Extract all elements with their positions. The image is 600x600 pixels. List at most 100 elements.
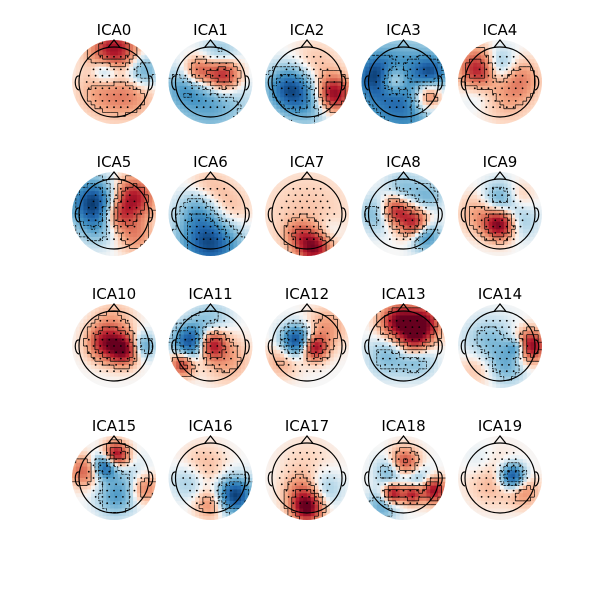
sensor-markers xyxy=(471,319,529,373)
head-outline xyxy=(78,310,150,382)
topomap-ica2: ICA2 xyxy=(265,21,349,124)
head-outline xyxy=(78,178,150,250)
nose-marker xyxy=(204,435,217,444)
sensor-markers xyxy=(85,55,143,109)
sensor-markers xyxy=(182,187,239,241)
head-outline xyxy=(174,442,247,514)
left-ear xyxy=(74,339,80,355)
nose-marker xyxy=(397,171,410,180)
right-ear xyxy=(534,339,540,355)
component-title: ICA18 xyxy=(381,417,425,435)
component-title: ICA2 xyxy=(290,21,325,39)
right-ear xyxy=(534,471,540,487)
nose-marker xyxy=(107,303,121,312)
nose-marker xyxy=(397,435,410,444)
right-ear xyxy=(148,207,154,223)
left-ear xyxy=(171,207,176,223)
left-ear xyxy=(267,471,273,487)
topomap-ica7: ICA7 xyxy=(265,153,349,256)
right-ear xyxy=(245,471,250,487)
component-title: ICA6 xyxy=(193,153,228,171)
topomap-ica8: ICA8 xyxy=(361,153,446,256)
topomap-ica12: ICA12 xyxy=(265,285,349,388)
topomap-ica9: ICA9 xyxy=(458,153,542,256)
sensor-markers xyxy=(85,187,143,241)
sensor-markers xyxy=(182,55,239,109)
sensor-markers xyxy=(278,319,336,373)
sensor-markers xyxy=(182,319,239,373)
left-ear xyxy=(171,339,176,355)
left-ear xyxy=(171,75,176,91)
sensor-markers xyxy=(278,187,336,241)
head-outline xyxy=(464,442,536,514)
nose-marker xyxy=(204,171,217,180)
topomap-ica16: ICA16 xyxy=(168,417,253,520)
component-title: ICA13 xyxy=(381,285,425,303)
right-ear xyxy=(341,339,347,355)
nose-marker xyxy=(204,303,217,312)
right-ear xyxy=(341,207,347,223)
right-ear xyxy=(438,75,443,91)
right-ear xyxy=(438,207,443,223)
component-title: ICA15 xyxy=(92,417,136,435)
head-outline xyxy=(464,310,536,382)
sensor-markers xyxy=(85,319,143,373)
right-ear xyxy=(341,75,347,91)
left-ear xyxy=(267,339,273,355)
left-ear xyxy=(267,75,273,91)
component-title: ICA14 xyxy=(478,285,522,303)
topomap-ica14: ICA14 xyxy=(458,285,542,388)
nose-marker xyxy=(493,435,507,444)
sensor-markers xyxy=(278,451,336,505)
left-ear xyxy=(267,207,273,223)
left-ear xyxy=(74,207,80,223)
component-title: ICA7 xyxy=(290,153,325,171)
component-title: ICA1 xyxy=(193,21,228,39)
right-ear xyxy=(148,75,154,91)
head-outline xyxy=(367,46,440,118)
nose-marker xyxy=(204,39,217,48)
right-ear xyxy=(534,75,540,91)
nose-marker xyxy=(397,303,410,312)
right-ear xyxy=(438,471,443,487)
head-outline xyxy=(271,46,343,118)
nose-marker xyxy=(107,435,121,444)
head-outline xyxy=(78,46,150,118)
sensor-markers xyxy=(278,55,336,109)
left-ear xyxy=(364,75,369,91)
head-outline xyxy=(367,178,440,250)
nose-marker xyxy=(493,39,507,48)
topomap-ica17: ICA17 xyxy=(265,417,349,520)
sensor-markers xyxy=(182,451,239,505)
component-title: ICA4 xyxy=(483,21,518,39)
sensor-markers xyxy=(375,451,432,505)
topomap-ica1: ICA1 xyxy=(168,21,253,124)
head-outline xyxy=(271,442,343,514)
head-outline xyxy=(271,310,343,382)
component-title: ICA8 xyxy=(386,153,421,171)
right-ear xyxy=(438,339,443,355)
right-ear xyxy=(245,207,250,223)
component-title: ICA11 xyxy=(188,285,232,303)
head-outline xyxy=(174,178,247,250)
nose-marker xyxy=(300,171,314,180)
left-ear xyxy=(460,339,466,355)
topomap-ica19: ICA19 xyxy=(458,417,542,520)
head-outline xyxy=(174,310,247,382)
topomap-ica5: ICA5 xyxy=(72,153,156,256)
right-ear xyxy=(534,207,540,223)
left-ear xyxy=(74,471,80,487)
nose-marker xyxy=(107,171,121,180)
head-outline xyxy=(464,46,536,118)
head-outline xyxy=(367,442,440,514)
head-outline xyxy=(367,310,440,382)
left-ear xyxy=(460,471,466,487)
component-title: ICA19 xyxy=(478,417,522,435)
topomap-ica18: ICA18 xyxy=(361,417,446,520)
nose-marker xyxy=(107,39,121,48)
component-title: ICA0 xyxy=(97,21,132,39)
sensor-markers xyxy=(375,55,432,109)
right-ear xyxy=(148,471,154,487)
head-outline xyxy=(271,178,343,250)
